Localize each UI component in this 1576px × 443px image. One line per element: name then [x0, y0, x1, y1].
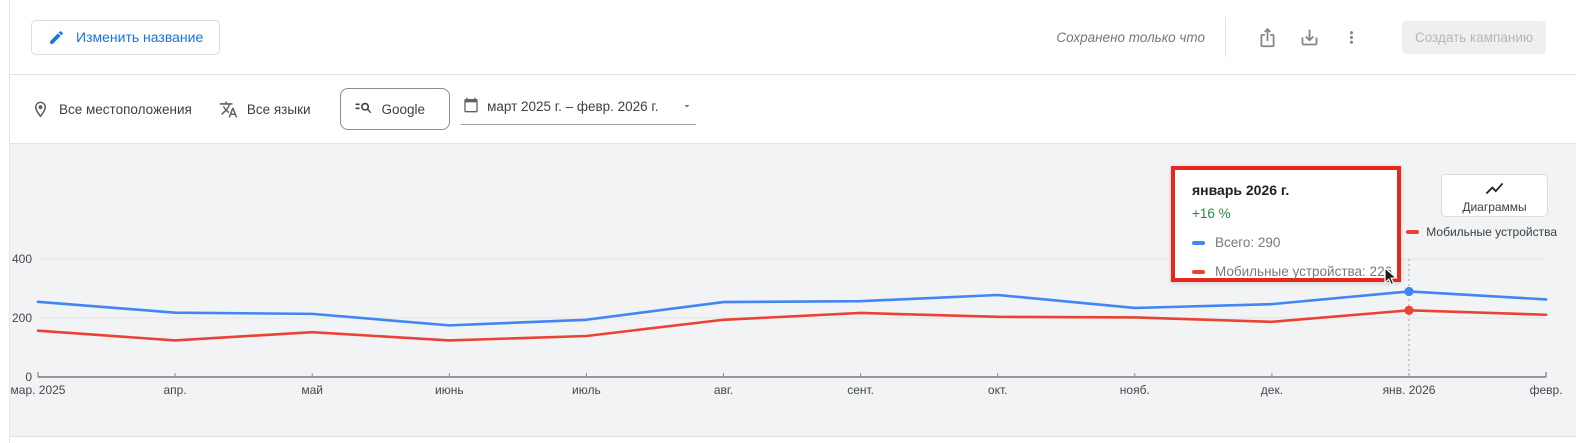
translate-icon	[219, 100, 238, 119]
svg-text:сент.: сент.	[847, 383, 874, 397]
legend-label: Мобильные устройства	[1426, 225, 1557, 239]
tooltip-row-label: Мобильные устройства: 226	[1215, 264, 1393, 279]
svg-text:май: май	[301, 383, 323, 397]
create-campaign-button[interactable]: Создать кампанию	[1402, 20, 1546, 54]
tooltip-title: январь 2026 г.	[1192, 182, 1290, 198]
svg-text:авг.: авг.	[714, 383, 733, 397]
chevron-down-icon	[681, 100, 693, 112]
svg-text:янв. 2026: янв. 2026	[1383, 383, 1436, 397]
series-dash-icon	[1192, 269, 1205, 274]
share-button[interactable]	[1254, 24, 1280, 50]
line-chart-icon	[1485, 182, 1504, 194]
tooltip-row: Мобильные устройства: 226	[1192, 264, 1392, 279]
more-vert-icon	[1349, 30, 1353, 44]
network-filter-label: Google	[381, 101, 426, 117]
network-filter[interactable]: Google	[339, 88, 451, 130]
download-icon	[1301, 29, 1317, 45]
trend-chart-section: 0 200 400 мар. 2025 апр. май июнь июль авг. сент.…	[10, 144, 1576, 437]
charts-button[interactable]: Диаграммы	[1441, 174, 1548, 217]
locations-filter-label: Все местоположения	[59, 101, 192, 117]
svg-text:июль: июль	[572, 383, 601, 397]
keyword-plan-page: Изменить название Сохранено только что С…	[9, 0, 1576, 443]
mouse-cursor	[1384, 266, 1403, 292]
svg-text:200: 200	[12, 311, 32, 325]
trend-line-chart[interactable]: 0 200 400 мар. 2025 апр. май июнь июль авг. сент.…	[10, 144, 1576, 436]
vertical-divider	[1225, 17, 1226, 57]
date-range-selector[interactable]: март 2025 г. – февр. 2026 г.	[461, 94, 697, 125]
charts-button-label: Диаграммы	[1462, 199, 1527, 214]
share-icon	[1260, 27, 1274, 47]
search-lines-icon	[354, 98, 373, 120]
languages-filter[interactable]: Все языки	[219, 100, 311, 119]
tooltip-change: +16 %	[1192, 206, 1231, 221]
svg-text:апр.: апр.	[164, 383, 187, 397]
legend-item: Мобильные устройства	[1406, 225, 1557, 239]
languages-filter-label: Все языки	[246, 101, 311, 117]
svg-text:дек.: дек.	[1261, 383, 1283, 397]
series-dash-icon	[1192, 240, 1205, 245]
chart-tooltip: январь 2026 г. +16 % Всего: 290 Мобильные…	[1171, 166, 1401, 282]
svg-text:нояб.: нояб.	[1120, 383, 1150, 397]
svg-text:февр.: февр.	[1530, 383, 1563, 397]
calendar-icon	[463, 97, 479, 116]
save-status-text: Сохранено только что	[1056, 29, 1205, 45]
svg-text:400: 400	[12, 252, 32, 266]
locations-filter[interactable]: Все местоположения	[31, 100, 192, 119]
tooltip-rows: Всего: 290 Мобильные устройства: 226	[1192, 235, 1392, 279]
date-range-label: март 2025 г. – февр. 2026 г.	[487, 98, 659, 114]
svg-text:окт.: окт.	[988, 383, 1008, 397]
edit-title-button[interactable]: Изменить название	[31, 19, 221, 55]
tooltip-row: Всего: 290	[1192, 235, 1383, 250]
filter-bar: Все местоположения Все языки Google март…	[10, 75, 1576, 144]
tooltip-row-label: Всего: 290	[1215, 235, 1281, 250]
svg-text:мар. 2025: мар. 2025	[11, 383, 66, 397]
download-button[interactable]	[1296, 24, 1322, 50]
toolbar-right-group: Сохранено только что Создать кампанию	[1056, 17, 1546, 57]
more-options-button[interactable]	[1338, 24, 1364, 50]
location-pin-icon	[31, 100, 50, 119]
svg-text:0: 0	[25, 370, 32, 384]
svg-text:июнь: июнь	[435, 383, 464, 397]
series-dash-icon	[1406, 230, 1420, 234]
top-toolbar: Изменить название Сохранено только что С…	[10, 0, 1576, 75]
edit-title-label: Изменить название	[76, 29, 204, 45]
pencil-icon	[50, 30, 63, 44]
